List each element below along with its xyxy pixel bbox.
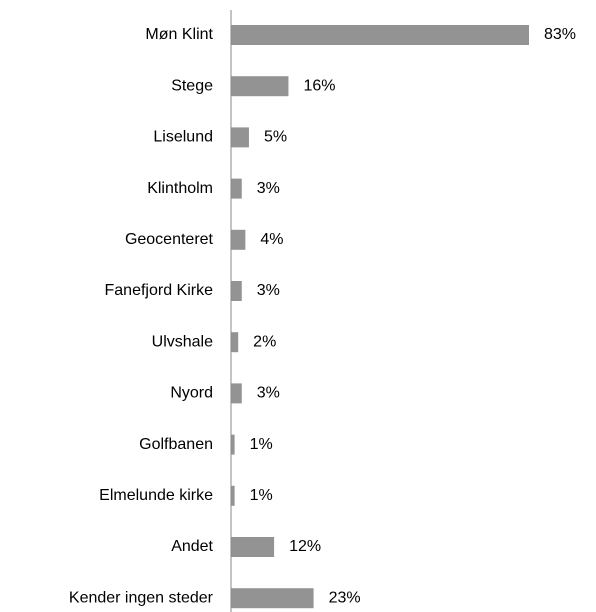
category-label: Nyord	[170, 385, 213, 402]
bar	[231, 485, 235, 506]
category-label: Fanefjord Kirke	[105, 282, 214, 299]
category-label: Andet	[171, 538, 213, 555]
category-label: Ulvshale	[152, 333, 213, 350]
data-label: 83%	[544, 26, 576, 43]
category-label: Geocenteret	[125, 231, 214, 248]
bar	[231, 537, 275, 557]
data-label: 23%	[329, 589, 361, 606]
bar	[231, 25, 529, 45]
data-label: 12%	[289, 538, 321, 555]
category-label: Kender ingen steder	[69, 589, 214, 606]
bar	[231, 588, 314, 609]
bar	[231, 76, 289, 97]
data-label: 3%	[257, 180, 280, 197]
bar	[231, 332, 239, 353]
category-label: Klintholm	[147, 180, 213, 197]
data-label: 4%	[260, 231, 283, 248]
data-label: 16%	[303, 77, 335, 94]
data-label: 3%	[257, 385, 280, 402]
category-label: Golfbanen	[139, 436, 213, 453]
data-label: 2%	[253, 333, 276, 350]
category-label: Elmelunde kirke	[99, 487, 213, 504]
category-label: Stege	[171, 77, 213, 94]
data-label: 1%	[250, 487, 273, 504]
category-label: Liselund	[153, 129, 213, 146]
bar	[231, 178, 242, 199]
bar	[231, 229, 246, 250]
bar	[231, 383, 242, 404]
data-label: 5%	[264, 129, 287, 146]
bar	[231, 281, 242, 301]
bar	[231, 434, 235, 455]
data-label: 3%	[257, 282, 280, 299]
bar	[231, 127, 249, 148]
data-label: 1%	[250, 436, 273, 453]
category-label: Møn Klint	[145, 26, 213, 43]
